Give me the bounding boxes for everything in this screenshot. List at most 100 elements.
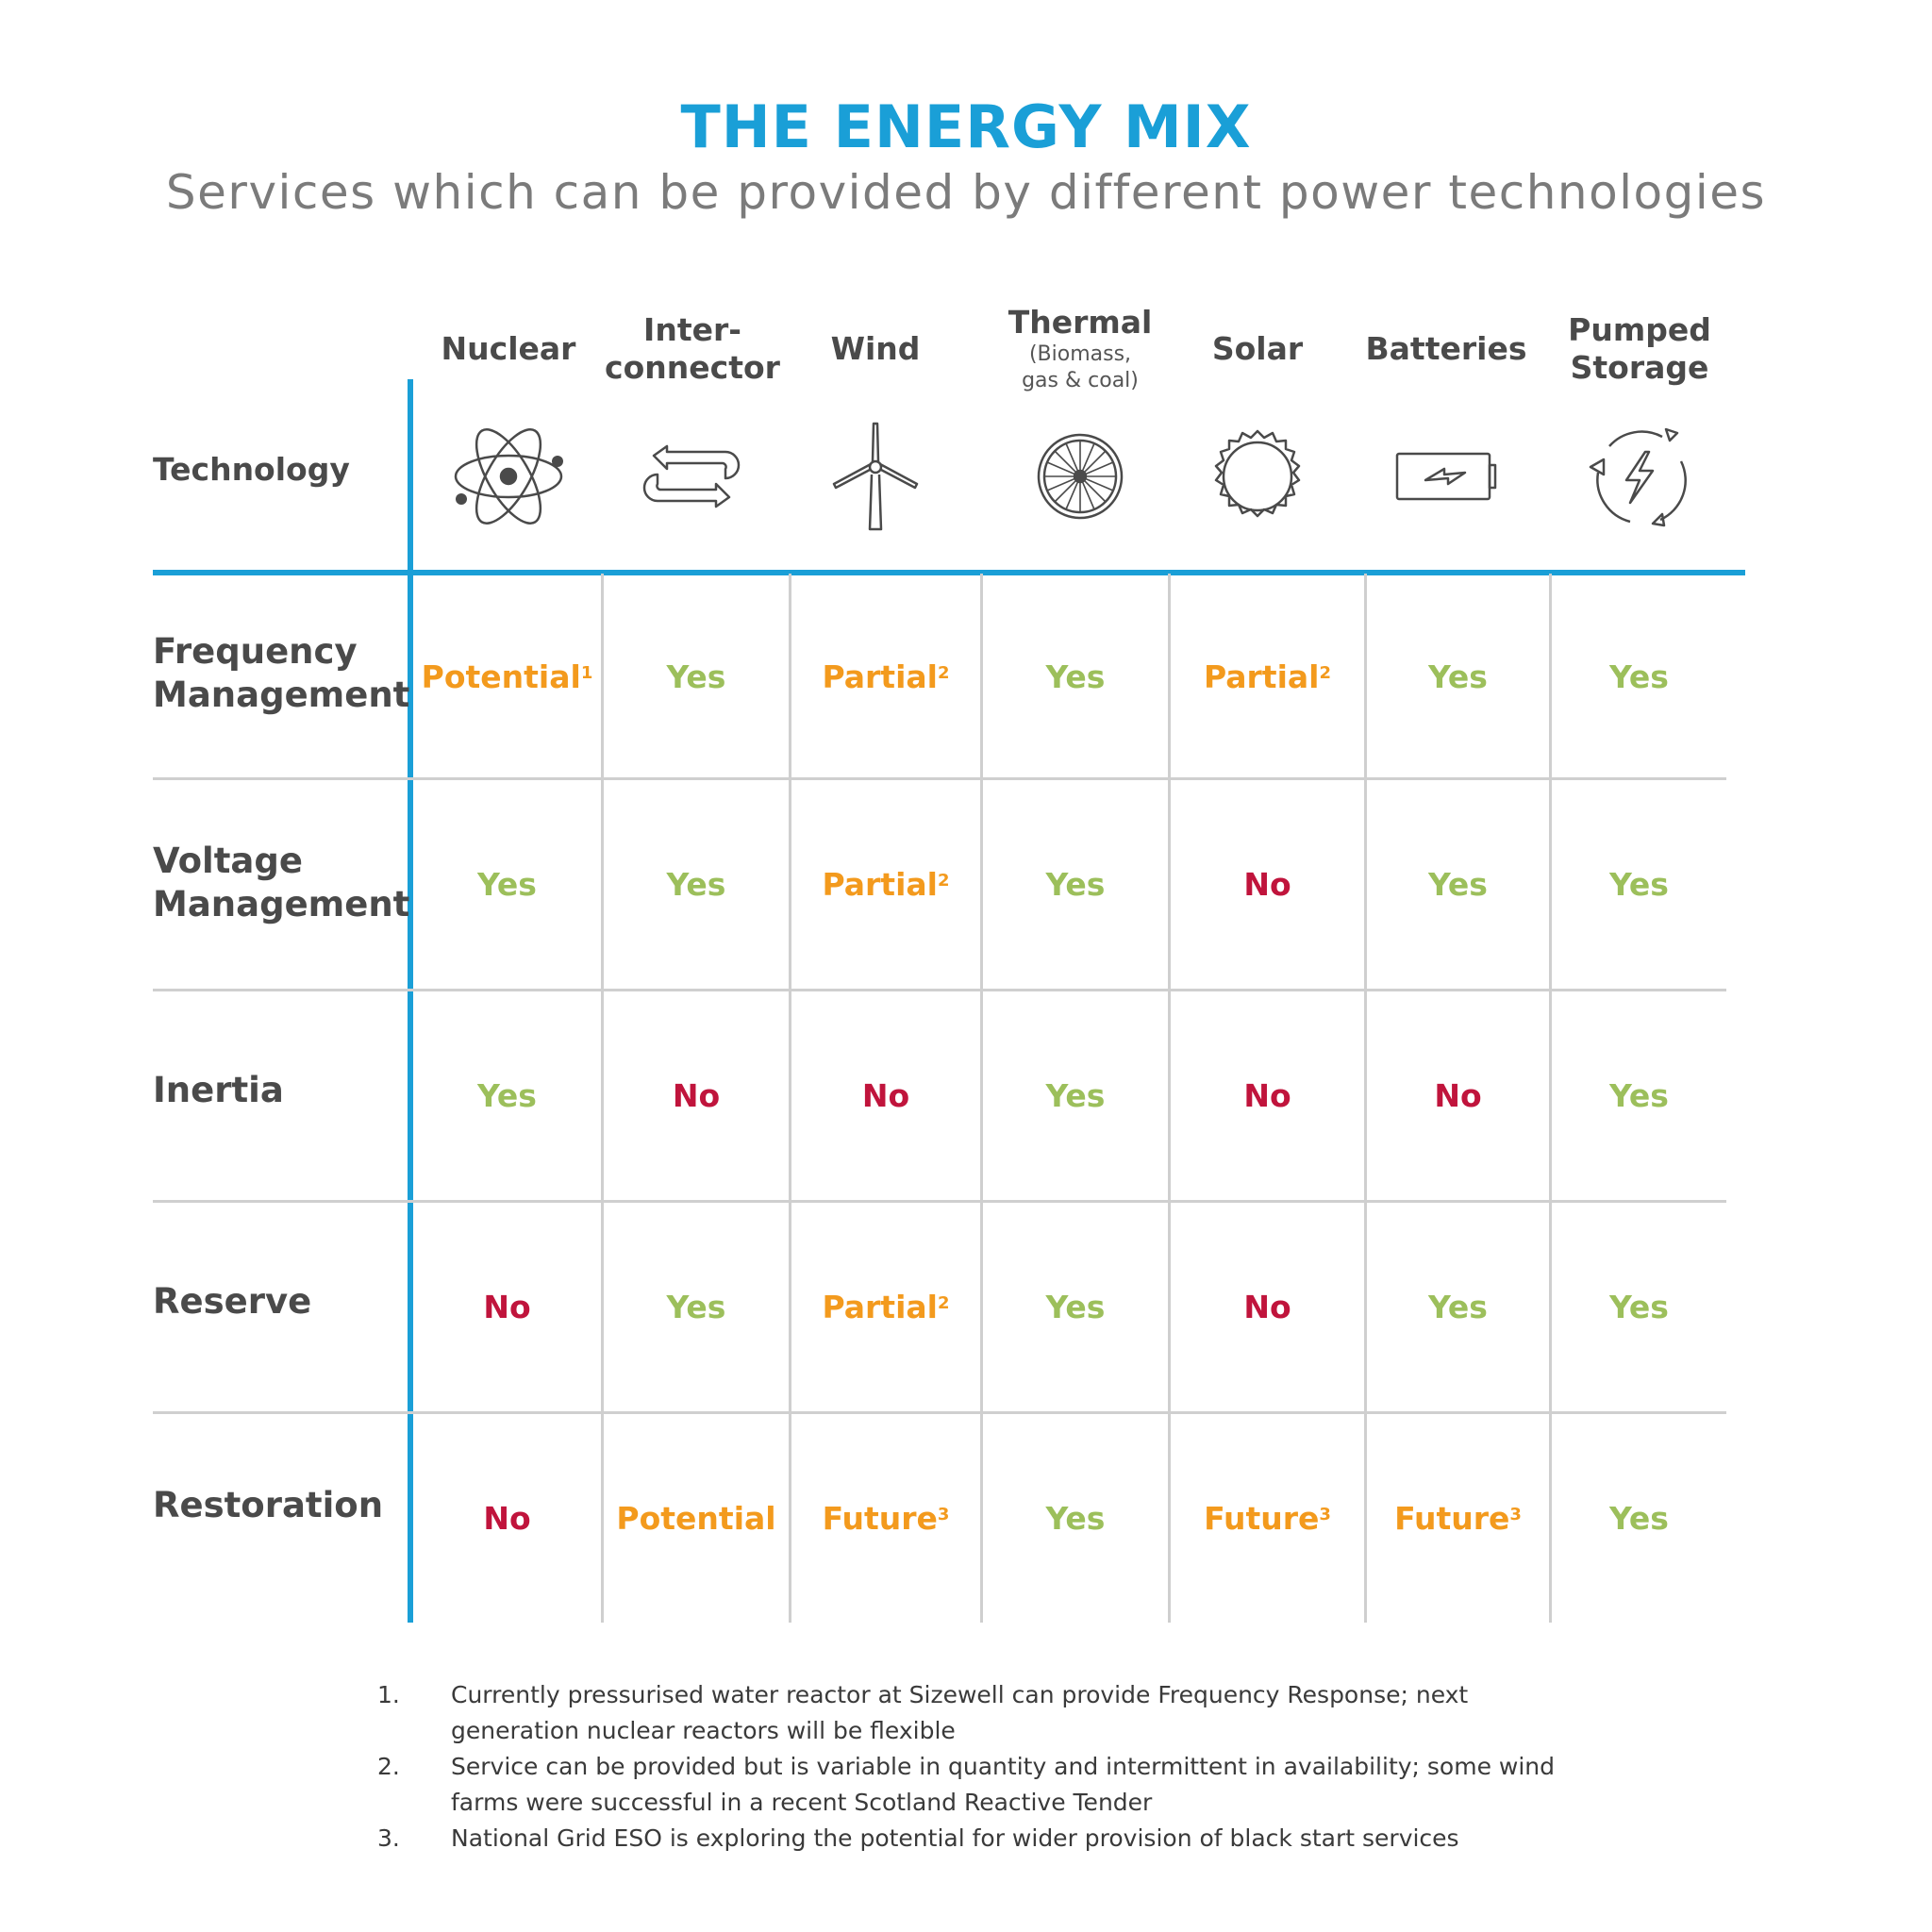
wind-turbine-icon [819, 420, 932, 533]
cell-value: Yes [666, 1289, 726, 1325]
tech-header-batteries: Batteries [1361, 292, 1531, 406]
table-cell: Potential [604, 1414, 789, 1623]
table-cell: No [413, 1414, 601, 1623]
table-cell: Yes [604, 575, 789, 777]
atom-icon [452, 420, 565, 533]
table-cell: Yes [1367, 575, 1549, 777]
tech-header-wind: Wind [800, 292, 951, 406]
tech-header-interconnector: Inter- connector [592, 292, 792, 406]
table-cell: Yes [413, 780, 601, 989]
row-label-line1: Frequency [153, 631, 358, 672]
table-cell: No [1367, 991, 1549, 1200]
cell-value: Yes [1045, 1289, 1106, 1325]
technology-row-label: Technology [153, 451, 350, 488]
footnotes: 1. Currently pressurised water reactor a… [377, 1677, 1604, 1857]
table-cell: Yes [1367, 1203, 1549, 1411]
turbine-wheel-icon [1024, 420, 1137, 533]
tech-header-nuclear: Nuclear [441, 292, 576, 406]
footnote-item: 1. Currently pressurised water reactor a… [377, 1677, 1604, 1749]
cell-value: Yes [1428, 658, 1488, 695]
row-divider [153, 1411, 1726, 1414]
row-label-line1: Inertia [153, 1070, 284, 1110]
row-label-line1: Restoration [153, 1485, 384, 1525]
table-cell: Yes [1552, 575, 1726, 777]
table-cell: No [1171, 1203, 1364, 1411]
column-divider [601, 574, 604, 1623]
table-cell: Yes [983, 991, 1168, 1200]
column-divider [980, 574, 983, 1623]
footnote-text: National Grid ESO is exploring the poten… [451, 1824, 1459, 1852]
column-divider [1168, 574, 1171, 1623]
cell-value: No [861, 1077, 910, 1114]
table-cell: Yes [1552, 1414, 1726, 1623]
table-cell: Yes [413, 991, 601, 1200]
table-cell: No [791, 991, 980, 1200]
table-cell: Future 3 [1367, 1414, 1549, 1623]
interconnector-arrows-icon [635, 420, 748, 533]
tech-header-line1: Thermal [1008, 304, 1153, 341]
page-title: THE ENERGY MIX [680, 92, 1252, 161]
column-divider [1364, 574, 1367, 1623]
row-label-line2: Management [153, 675, 410, 715]
tech-header-line1: Nuclear [441, 330, 576, 367]
table-cell: Partial 2 [791, 575, 980, 777]
cell-value: No [1243, 866, 1291, 903]
row-label-restoration: Restoration [153, 1484, 383, 1527]
tech-header-line2: connector [605, 349, 780, 386]
cell-value: Yes [1045, 658, 1106, 695]
row-label-inertia: Inertia [153, 1069, 284, 1112]
cell-value: Yes [1045, 866, 1106, 903]
footnote-reference: 3 [1319, 1505, 1331, 1524]
footnote-reference: 1 [580, 662, 593, 683]
footnote-reference: 2 [937, 662, 950, 683]
table-cell: Yes [1552, 991, 1726, 1200]
footnote-reference: 3 [1509, 1505, 1522, 1524]
cell-value: Yes [1428, 1289, 1488, 1325]
tech-header-line1: Batteries [1365, 330, 1527, 367]
table-cell: Yes [1552, 1203, 1726, 1411]
table-cell: Yes [604, 780, 789, 989]
tech-header-line1: Pumped [1568, 311, 1711, 348]
recycle-lightning-icon [1583, 420, 1696, 533]
cell-value: Yes [477, 866, 537, 903]
tech-header-line1: Inter- [643, 311, 741, 348]
tech-header-line2: Storage [1570, 349, 1709, 386]
cell-value: Potential [616, 1500, 776, 1537]
tech-header-pumped-storage: Pumped Storage [1559, 292, 1720, 406]
page-subtitle: Services which can be provided by differ… [165, 165, 1767, 220]
cell-value: No [672, 1077, 721, 1114]
table-cell: No [413, 1203, 601, 1411]
cell-value: Yes [1609, 866, 1669, 903]
battery-icon [1390, 420, 1503, 533]
table-cell: Yes [1552, 780, 1726, 989]
footnote-number: 3. [377, 1824, 400, 1852]
table-cell: Yes [604, 1203, 789, 1411]
footnote-reference: 2 [1319, 662, 1332, 683]
cell-value: Yes [477, 1077, 537, 1114]
cell-value: Yes [1609, 1077, 1669, 1114]
footnote-number: 2. [377, 1753, 400, 1780]
cell-value: Partial [1203, 658, 1320, 695]
cell-value: Partial [822, 866, 938, 903]
column-divider [789, 574, 791, 1623]
cell-value: Yes [1045, 1077, 1106, 1114]
cell-value: Yes [1428, 866, 1488, 903]
cell-value: No [483, 1289, 531, 1325]
tech-header-sub: (Biomass, gas & coal) [1022, 342, 1139, 392]
table-cell: Yes [983, 780, 1168, 989]
footnote-item: 2. Service can be provided but is variab… [377, 1749, 1604, 1821]
cell-value: Future [1394, 1500, 1510, 1537]
footnote-reference: 2 [937, 871, 950, 891]
cell-value: Yes [1045, 1500, 1106, 1537]
table-cell: Yes [983, 1414, 1168, 1623]
tech-header-line1: Solar [1211, 330, 1304, 367]
cell-value: Yes [1609, 658, 1669, 695]
table-cell: No [1171, 780, 1364, 989]
row-divider [153, 777, 1726, 780]
footnote-text: Service can be provided but is variable … [451, 1753, 1556, 1816]
table-vertical-divider [408, 379, 413, 1623]
table-cell: Yes [983, 1203, 1168, 1411]
footnote-reference: 3 [937, 1505, 950, 1524]
row-label-reserve: Reserve [153, 1280, 311, 1324]
row-label-voltage-management: Voltage Management [153, 840, 409, 926]
